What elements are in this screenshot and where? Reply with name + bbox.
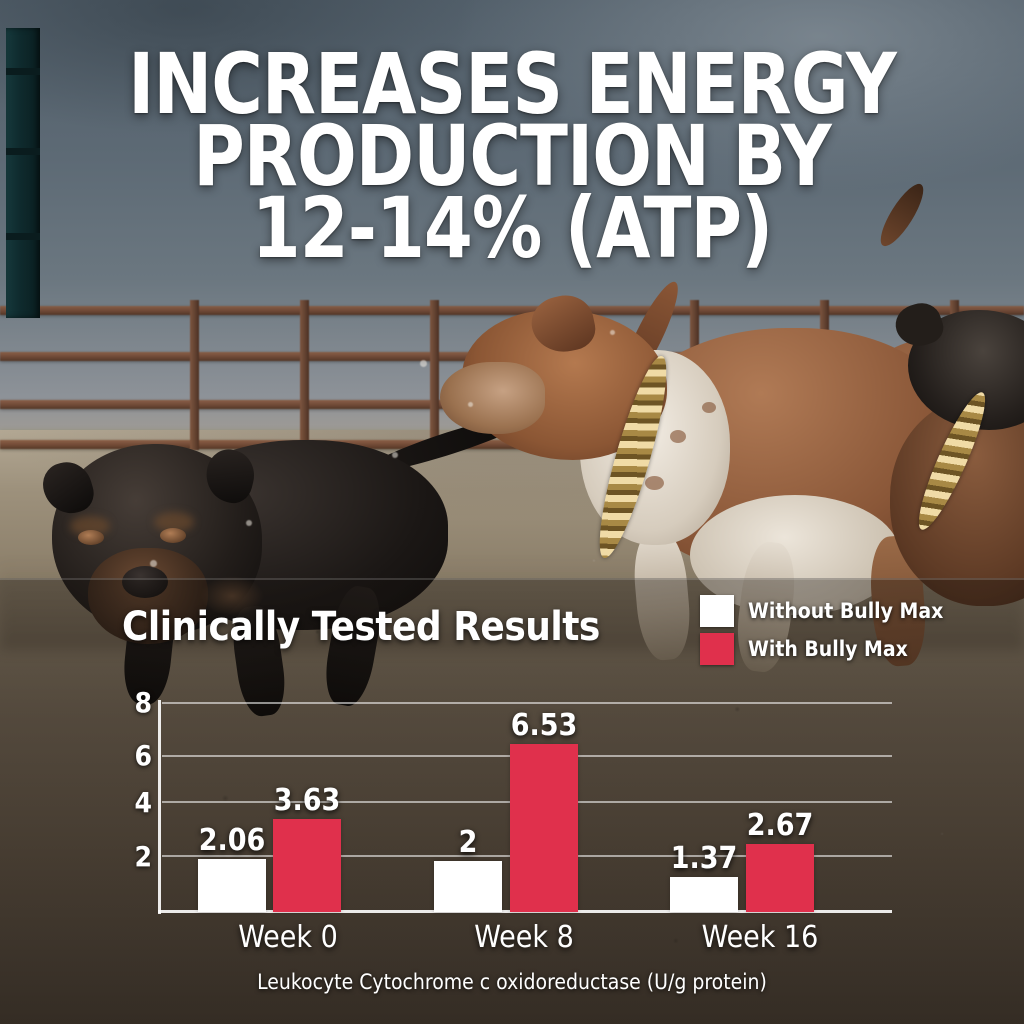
- chart-title: Clinically Tested Results: [122, 604, 600, 650]
- legend-label-with: With Bully Max: [748, 637, 908, 661]
- gate-post: [6, 28, 40, 318]
- gridline-8: [162, 702, 892, 704]
- bar-label-week8-without: 2: [458, 825, 478, 860]
- legend-item-without: Without Bully Max: [700, 592, 943, 630]
- bar-label-week0-with: 3.63: [273, 783, 341, 818]
- legend-swatch-without: [700, 595, 734, 627]
- headline-line-3: 12-14% (ATP): [251, 179, 773, 278]
- y-axis-line: [158, 700, 161, 914]
- headline: INCREASES ENERGY PRODUCTION BY 12-14% (A…: [0, 35, 1024, 278]
- bar-label-week0-without: 2.06: [198, 823, 266, 858]
- headline-line-2: PRODUCTION BY: [193, 107, 831, 206]
- dog-dark-right: [873, 178, 1024, 630]
- dog-black: [30, 380, 539, 719]
- x-label-week16: Week 16: [701, 920, 819, 955]
- bar-label-week8-with: 6.53: [510, 708, 578, 743]
- bar-label-week16-with: 2.67: [746, 808, 814, 843]
- y-tick-4: 4: [134, 786, 152, 819]
- bar-label-week16-without: 1.37: [670, 841, 738, 876]
- bar-week8-without: [434, 861, 502, 912]
- chart-caption: Leukocyte Cytochrome c oxidoreductase (U…: [257, 970, 767, 994]
- bar-week0-without: [198, 859, 266, 912]
- bar-week0-with: [273, 819, 341, 912]
- plot-area: 2.06 3.63 2 6.53 1.37 2.67: [158, 700, 892, 914]
- headline-line-1: INCREASES ENERGY: [128, 35, 897, 133]
- legend-item-with: With Bully Max: [700, 630, 943, 668]
- chart-legend: Without Bully Max With Bully Max: [700, 592, 943, 668]
- x-label-week8: Week 8: [474, 920, 574, 955]
- x-label-week0: Week 0: [238, 920, 338, 955]
- y-axis-ticks: 8 6 4 2: [112, 686, 152, 912]
- legend-label-without: Without Bully Max: [748, 599, 944, 623]
- y-tick-8: 8: [134, 686, 152, 719]
- y-tick-2: 2: [134, 840, 152, 873]
- bar-week8-with: [510, 744, 578, 912]
- legend-swatch-with: [700, 633, 734, 665]
- y-tick-6: 6: [134, 739, 152, 772]
- overlay-top-edge: [0, 578, 1024, 580]
- bar-week16-without: [670, 877, 738, 912]
- bar-week16-with: [746, 844, 814, 912]
